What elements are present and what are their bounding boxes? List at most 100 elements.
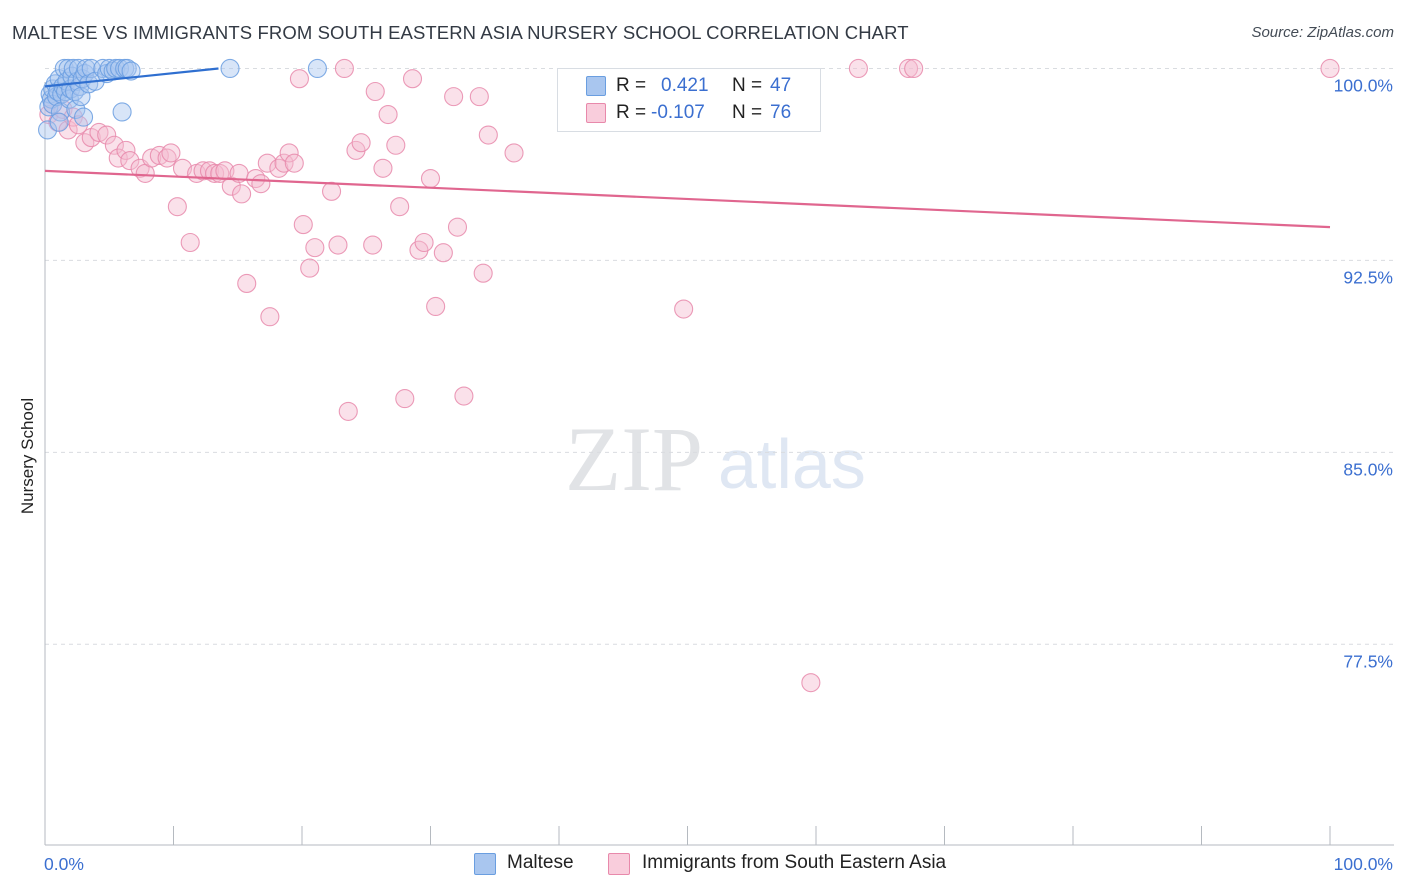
legend-n-label: N = — [732, 102, 763, 123]
data-point — [75, 133, 95, 153]
data-point — [898, 58, 919, 79]
data-point — [447, 217, 468, 237]
data-point — [473, 263, 493, 283]
y-tick-label: 92.5% — [1343, 267, 1393, 287]
data-point — [426, 296, 446, 317]
data-point — [89, 122, 109, 143]
legend-r-label: R = — [616, 102, 647, 123]
data-point — [246, 168, 266, 189]
data-point — [293, 215, 313, 235]
watermark-atlas: atlas — [718, 425, 866, 503]
trend-line-maltese — [44, 67, 219, 88]
legend-n-value: 47 — [770, 75, 792, 96]
data-point — [74, 107, 94, 127]
trend-line-immigrants — [44, 169, 1331, 229]
data-point — [307, 58, 327, 79]
data-point — [180, 232, 200, 253]
data-point — [161, 143, 181, 163]
data-point — [378, 104, 398, 125]
data-point — [116, 140, 136, 160]
bottom-legend-swatch-immigrants — [608, 853, 630, 875]
legend-n-label: N = — [732, 75, 763, 96]
data-point — [112, 102, 132, 122]
data-point — [220, 58, 240, 79]
data-point — [157, 148, 177, 168]
trend-lines — [44, 67, 1331, 229]
data-point — [38, 120, 58, 140]
data-point — [334, 58, 354, 79]
gridlines — [45, 67, 1394, 645]
data-point — [108, 148, 128, 168]
data-point — [300, 258, 320, 278]
data-point — [109, 58, 130, 79]
data-points — [38, 58, 1340, 693]
data-point — [97, 125, 117, 145]
data-point — [322, 181, 342, 201]
data-point — [167, 197, 187, 217]
data-point — [363, 235, 383, 255]
data-point — [386, 135, 406, 155]
data-point — [801, 673, 821, 693]
data-point — [284, 153, 304, 173]
data-point — [251, 174, 271, 194]
data-point — [279, 143, 299, 163]
data-point — [232, 184, 252, 204]
x-tick-label: 100.0% — [1334, 854, 1393, 874]
x-tick-label: 0.0% — [44, 854, 84, 874]
data-point — [351, 133, 371, 153]
data-point — [444, 87, 464, 107]
bottom-legend-swatch-maltese — [474, 853, 496, 875]
y-tick-label: 77.5% — [1343, 651, 1393, 671]
series-immigrants — [39, 58, 1340, 693]
data-point — [338, 401, 358, 421]
legend-row-maltese: R = 0.421 N = 47 — [558, 73, 820, 99]
data-point — [269, 158, 289, 178]
data-point — [260, 307, 280, 327]
legend-n-value: 76 — [770, 102, 792, 123]
data-point — [328, 235, 348, 255]
data-point — [420, 168, 441, 189]
source-label: Source: ZipAtlas.com — [1251, 24, 1394, 41]
data-point — [142, 148, 162, 168]
legend-row-immigrants: R = -0.107 N = 76 — [558, 100, 820, 126]
bottom-legend-label-immigrants: Immigrants from South Eastern Asia — [642, 852, 947, 873]
legend-r-value: -0.107 — [651, 102, 705, 123]
data-point — [478, 125, 498, 145]
data-point — [49, 112, 69, 132]
tick-labels: 100.0% 92.5% 85.0% 77.5% 0.0% 100.0% — [44, 75, 1393, 874]
data-point — [414, 232, 434, 253]
data-point — [674, 299, 694, 319]
data-point — [1320, 58, 1340, 79]
data-point — [257, 153, 277, 173]
data-point — [289, 69, 309, 89]
watermark: ZIP atlas — [565, 408, 866, 510]
data-point — [237, 273, 257, 293]
data-point — [848, 58, 868, 79]
legend-swatch-maltese — [586, 76, 606, 96]
data-point — [305, 238, 325, 258]
data-point — [365, 81, 385, 102]
watermark-zip: ZIP — [565, 408, 703, 510]
data-point — [149, 145, 169, 166]
data-point — [904, 58, 924, 79]
bottom-legend-maltese: Maltese — [474, 852, 584, 876]
data-point — [504, 143, 524, 163]
bottom-legend-immigrants: Immigrants from South Eastern Asia — [608, 852, 988, 876]
data-point — [402, 69, 423, 89]
axes — [44, 82, 1394, 846]
data-point — [120, 151, 140, 171]
data-point — [454, 386, 474, 406]
y-tick-label: 100.0% — [1334, 75, 1393, 95]
data-point — [274, 153, 294, 173]
data-point — [395, 389, 415, 409]
data-point — [433, 243, 453, 263]
data-point — [193, 161, 213, 181]
legend-swatch-immigrants — [586, 103, 606, 123]
y-tick-label: 85.0% — [1343, 459, 1393, 479]
data-point — [121, 61, 141, 81]
stats-legend: R = 0.421 N = 47 R = -0.107 N = 76 — [557, 68, 821, 132]
legend-r-value: 0.421 — [661, 75, 709, 96]
data-point — [373, 158, 393, 178]
data-point — [66, 99, 86, 119]
